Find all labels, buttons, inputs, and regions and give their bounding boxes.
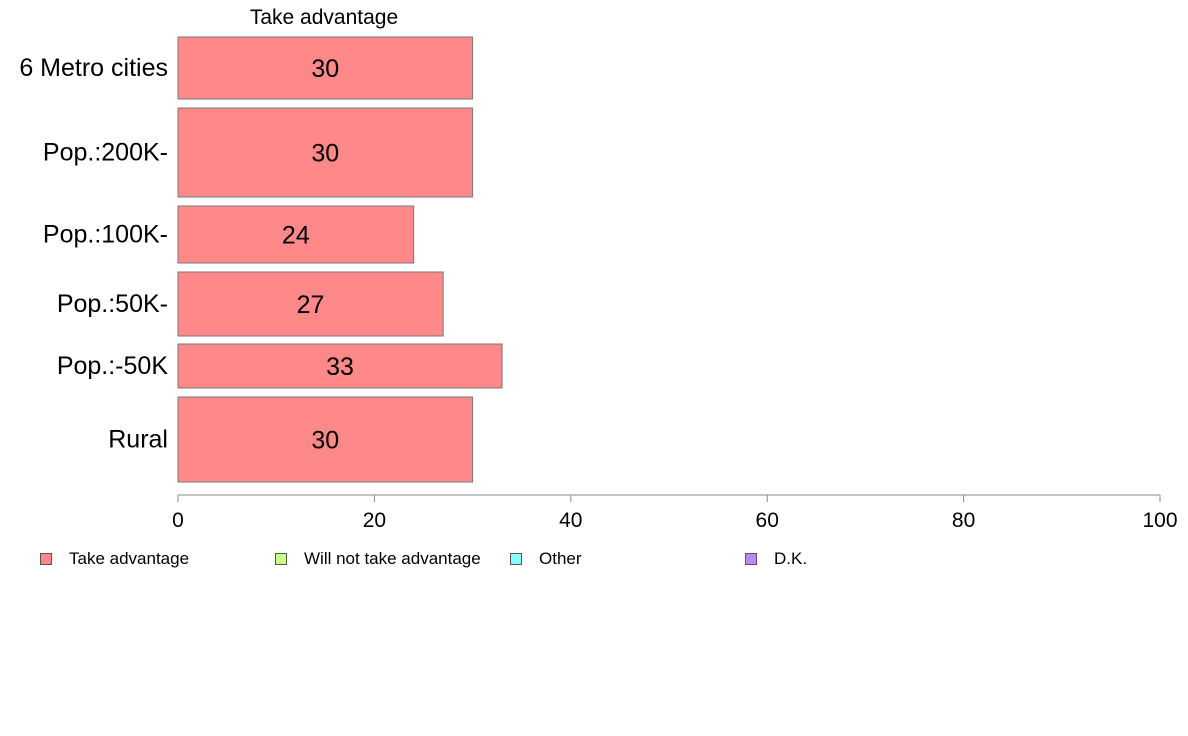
category-label-rural: Rural <box>108 426 168 454</box>
bar-pop-200k <box>177 107 474 198</box>
legend-item-take-advantage: Take advantage <box>40 548 189 570</box>
x-tick-label: 40 <box>559 509 582 532</box>
x-axis: 0 20 40 60 80 100 <box>172 494 1178 532</box>
legend-swatch-take-advantage <box>40 553 52 565</box>
bar-pop-50k <box>177 343 503 389</box>
bar-pop-50k <box>177 271 444 337</box>
category-label-pop-200k: Pop.:200K- <box>43 139 168 167</box>
legend-label: Will not take advantage <box>304 549 481 568</box>
x-tick-label: 20 <box>363 509 386 532</box>
bar-pop-100k <box>177 205 415 264</box>
legend-item-other: Other <box>510 548 582 570</box>
data-label-rural: 30 <box>311 427 339 455</box>
legend-label: D.K. <box>774 549 808 568</box>
data-label-pop-100k: 24 <box>282 222 310 250</box>
x-tick-label: 60 <box>756 509 779 532</box>
legend-swatch-dk <box>745 553 757 565</box>
panel-title: Take advantage <box>250 6 398 29</box>
legend-swatch-other <box>510 553 522 565</box>
legend-label: Other <box>539 549 582 568</box>
category-label-pop-100k: Pop.:100K- <box>43 221 168 249</box>
data-label-6-metro-cities: 30 <box>311 55 339 83</box>
legend: Take advantage Will not take advantage O… <box>0 548 1188 572</box>
legend-item-will-not-take-advantage: Will not take advantage <box>275 548 481 570</box>
legend-item-dk: D.K. <box>745 548 807 570</box>
data-label-pop-200k: 30 <box>311 140 339 168</box>
data-label-pop-50k: 33 <box>326 353 354 381</box>
bar-rural <box>177 396 474 483</box>
x-tick-label: 100 <box>1142 509 1177 532</box>
x-tick-label: 0 <box>172 509 184 532</box>
category-label-6-metro-cities: 6 Metro cities <box>19 54 168 82</box>
category-label-pop-50k: Pop.:-50K <box>57 352 169 380</box>
legend-swatch-will-not-take-advantage <box>275 553 287 565</box>
legend-label: Take advantage <box>69 549 190 568</box>
bar-6-metro-cities <box>177 36 474 100</box>
data-label-pop-50k: 27 <box>297 291 325 319</box>
bars-group: 6 Metro cities 30 Pop.:200K- 30 Pop.:100K- 24… <box>19 36 503 483</box>
bar-chart: Take advantage 6 Metro cities 30 Pop.:200K… <box>19 6 1178 532</box>
category-label-pop-50k: Pop.:50K- <box>57 290 168 318</box>
x-tick-label: 80 <box>952 509 975 532</box>
